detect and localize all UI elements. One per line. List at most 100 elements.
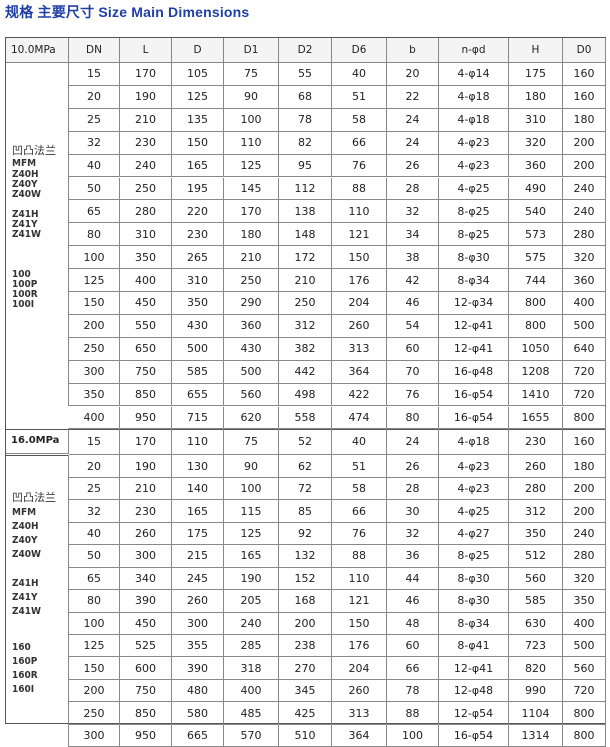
table-cell: 800 xyxy=(563,406,606,430)
table-cell: 500 xyxy=(563,635,606,658)
table-cell: 32 xyxy=(69,500,120,523)
table-cell: 350 xyxy=(563,590,606,613)
table-cell: 88 xyxy=(332,177,387,201)
table-cell: 230 xyxy=(120,131,172,155)
table-cell: 165 xyxy=(172,154,224,178)
table-cell: 300 xyxy=(69,724,120,747)
table-cell: 285 xyxy=(224,635,279,658)
model-label: 160P xyxy=(12,656,38,668)
table-cell: 210 xyxy=(120,477,172,501)
table-cell: 300 xyxy=(69,360,120,384)
table-cell: 280 xyxy=(509,477,563,501)
table-cell: 62 xyxy=(279,455,332,478)
table-cell: 260 xyxy=(120,522,172,546)
table-cell: 92 xyxy=(279,522,332,546)
table-cell: 80 xyxy=(387,406,439,430)
table-cell: 76 xyxy=(387,383,439,407)
table-cell: 723 xyxy=(509,635,563,658)
table-cell: 152 xyxy=(279,567,332,591)
table-cell: 100 xyxy=(69,246,120,270)
table-cell: 8-φ30 xyxy=(439,590,509,613)
table-cell: 800 xyxy=(509,292,563,315)
table-cell: 66 xyxy=(332,500,387,523)
table-cell: 12-φ41 xyxy=(439,314,509,338)
table-cell: 200 xyxy=(563,154,606,178)
table-cell: 500 xyxy=(224,360,279,384)
table-cell: 180 xyxy=(224,223,279,247)
table-cell: 360 xyxy=(224,314,279,338)
table-cell: 20 xyxy=(69,85,120,109)
table-cell: 220 xyxy=(172,200,224,224)
table-cell: 12-φ48 xyxy=(439,679,509,703)
table-cell: 4-φ18 xyxy=(439,85,509,109)
column-header: H xyxy=(509,38,563,63)
table-cell: 22 xyxy=(387,85,439,109)
table-cell: 250 xyxy=(120,177,172,201)
table-cell: 105 xyxy=(172,63,224,86)
table-cell: 655 xyxy=(172,383,224,407)
table-cell: 8-φ34 xyxy=(439,269,509,292)
table-cell: 400 xyxy=(120,269,172,292)
table-cell: 165 xyxy=(224,545,279,568)
model-label: Z40H xyxy=(12,169,39,180)
column-header: D6 xyxy=(332,38,387,63)
table-cell: 250 xyxy=(279,292,332,315)
model-label: Z41Y xyxy=(12,592,38,604)
model-label: Z40W xyxy=(12,549,41,561)
model-label: Z40W xyxy=(12,189,41,200)
table-cell: 205 xyxy=(224,590,279,613)
table-cell: 350 xyxy=(172,292,224,315)
table-cell: 40 xyxy=(332,429,387,456)
table-cell: 204 xyxy=(332,657,387,680)
table-cell: 90 xyxy=(224,455,279,478)
table-cell: 313 xyxy=(332,702,387,725)
table-cell: 485 xyxy=(224,702,279,725)
table-cell: 95 xyxy=(279,154,332,178)
table-cell: 390 xyxy=(120,590,172,613)
table-cell: 48 xyxy=(387,612,439,635)
table-cell: 200 xyxy=(563,477,606,501)
table-cell: 750 xyxy=(120,679,172,703)
page-title: 规格 主要尺寸 Size Main Dimensions xyxy=(5,4,250,20)
table-cell: 650 xyxy=(120,337,172,361)
table-cell: 32 xyxy=(69,131,120,155)
table-cell: 4-φ25 xyxy=(439,177,509,201)
table-cell: 180 xyxy=(563,455,606,478)
table-cell: 640 xyxy=(563,337,606,361)
table-cell: 170 xyxy=(120,429,172,456)
table-cell: 16-φ48 xyxy=(439,360,509,384)
valve-model-labels: 凹凸法兰 MFM Z40H Z40Y Z40W Z41H Z41Y Z41W 160 160P 16… xyxy=(6,455,69,747)
model-label: 凹凸法兰 xyxy=(12,144,56,157)
table-cell: 350 xyxy=(509,522,563,546)
table-cell: 260 xyxy=(172,590,224,613)
table-cell: 200 xyxy=(563,500,606,523)
dimensions-table: 10.0MPa DN L D D1 D2 D6 b n-φd H D0 15 170 105 75 55 40 2… xyxy=(5,37,606,747)
table-cell: 240 xyxy=(120,154,172,178)
table-cell: 88 xyxy=(332,545,387,568)
table-cell: 78 xyxy=(279,108,332,132)
table-cell: 540 xyxy=(509,200,563,224)
table-cell: 744 xyxy=(509,269,563,292)
table-cell: 72 xyxy=(279,477,332,501)
table-cell: 20 xyxy=(387,63,439,86)
table-cell: 8-φ30 xyxy=(439,246,509,270)
table-cell: 28 xyxy=(387,477,439,501)
table-cell: 32 xyxy=(387,522,439,546)
table-cell: 312 xyxy=(509,500,563,523)
table-cell: 230 xyxy=(120,500,172,523)
table-cell: 4-φ23 xyxy=(439,131,509,155)
table-cell: 40 xyxy=(332,63,387,86)
table-cell: 260 xyxy=(509,455,563,478)
table-cell: 230 xyxy=(172,223,224,247)
table-cell: 58 xyxy=(332,477,387,501)
table-cell: 1050 xyxy=(509,337,563,361)
table-cell: 280 xyxy=(563,223,606,247)
table-cell: 66 xyxy=(332,131,387,155)
table-cell: 364 xyxy=(332,360,387,384)
column-header: DN xyxy=(69,38,120,63)
table-cell: 1104 xyxy=(509,702,563,725)
table-cell: 50 xyxy=(69,177,120,201)
table-cell: 400 xyxy=(563,612,606,635)
table-cell: 550 xyxy=(120,314,172,338)
table-cell: 355 xyxy=(172,635,224,658)
